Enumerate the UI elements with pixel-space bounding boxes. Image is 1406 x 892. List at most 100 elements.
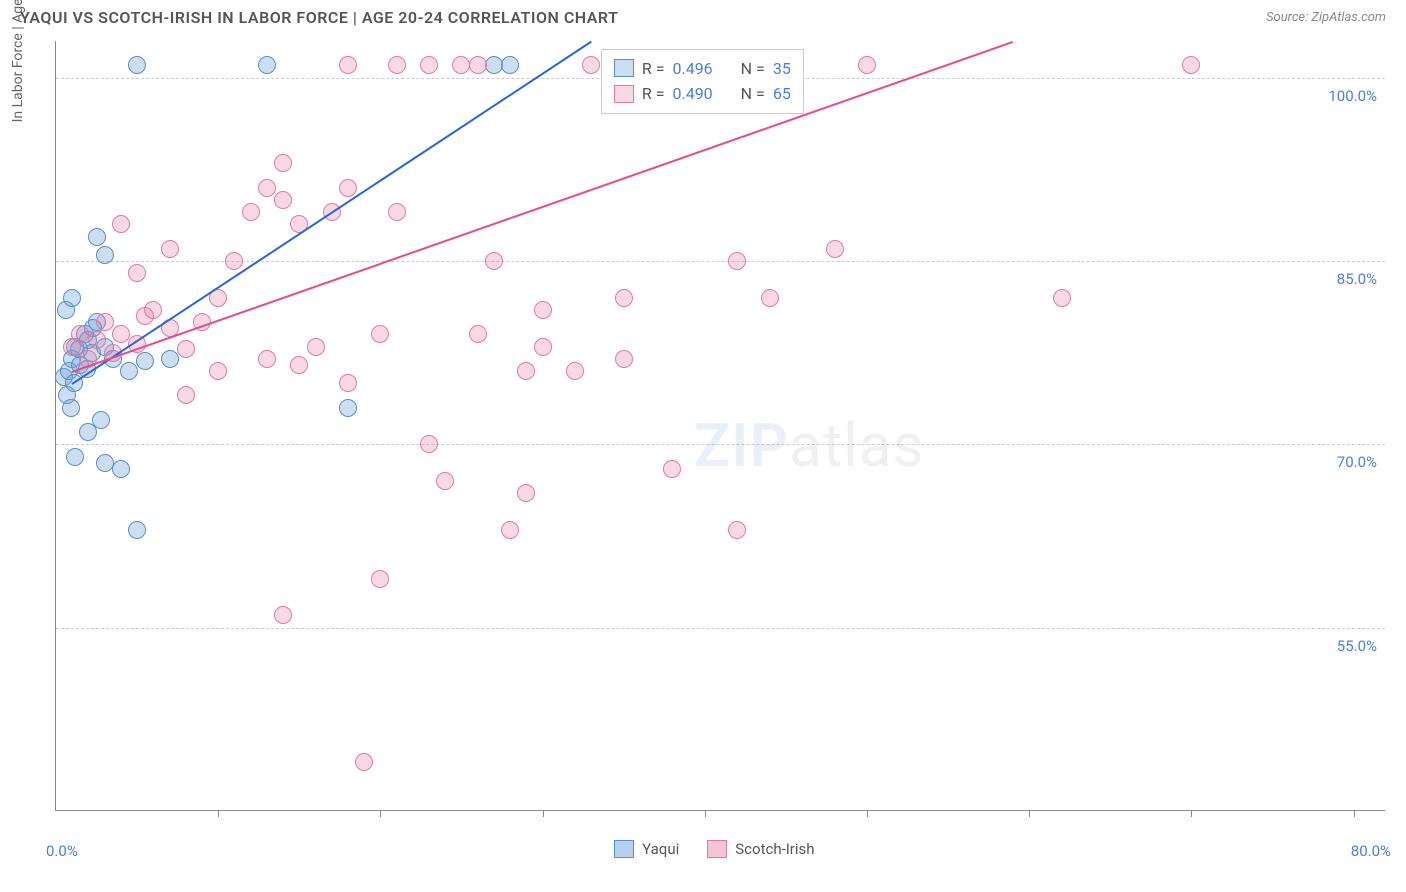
scatter-point: [307, 338, 325, 356]
trend-line: [72, 41, 1013, 373]
watermark: ZIPatlas: [694, 410, 925, 481]
scatter-point: [728, 252, 746, 270]
scatter-point: [258, 179, 276, 197]
swatch-icon: [614, 840, 634, 858]
swatch-icon: [614, 85, 634, 103]
stats-r-label: R =: [642, 81, 665, 107]
scatter-point: [371, 325, 389, 343]
stats-r-value: 0.490: [672, 81, 712, 107]
scatter-point: [436, 472, 454, 490]
scatter-point: [62, 399, 80, 417]
scatter-point: [258, 56, 276, 74]
scatter-point: [88, 331, 106, 349]
chart-title: YAQUI VS SCOTCH-IRISH IN LABOR FORCE | A…: [20, 8, 618, 27]
scatter-point: [566, 362, 584, 380]
scatter-point: [225, 252, 243, 270]
y-axis-title: In Labor Force | Age 20-24: [10, 0, 26, 122]
scatter-point: [274, 606, 292, 624]
scatter-point: [161, 350, 179, 368]
y-tick-label: 85.0%: [1337, 270, 1377, 288]
gridline: [56, 444, 1385, 445]
chart-header: YAQUI VS SCOTCH-IRISH IN LABOR FORCE | A…: [0, 0, 1406, 31]
legend-item: Scotch-Irish: [707, 840, 814, 858]
source-label: Source: ZipAtlas.com: [1266, 10, 1386, 25]
scatter-point: [161, 240, 179, 258]
stats-n-value: 65: [773, 81, 791, 107]
scatter-point: [534, 301, 552, 319]
scatter-point: [242, 203, 260, 221]
scatter-point: [136, 352, 154, 370]
scatter-point: [469, 56, 487, 74]
scatter-point: [177, 340, 195, 358]
stats-r-value: 0.496: [672, 56, 712, 82]
scatter-point: [582, 56, 600, 74]
scatter-point: [339, 374, 357, 392]
scatter-point: [517, 484, 535, 502]
scatter-point: [339, 179, 357, 197]
stats-n-label: N =: [741, 81, 765, 107]
gridline: [56, 628, 1385, 629]
scatter-point: [469, 325, 487, 343]
scatter-point: [534, 338, 552, 356]
x-tick: [867, 810, 868, 817]
x-tick: [218, 810, 219, 817]
scatter-point: [371, 570, 389, 588]
series-legend: Yaqui Scotch-Irish: [614, 840, 814, 858]
swatch-icon: [614, 59, 634, 77]
scatter-point: [858, 56, 876, 74]
scatter-point: [485, 252, 503, 270]
scatter-point: [826, 240, 844, 258]
scatter-point: [339, 399, 357, 417]
scatter-point: [92, 411, 110, 429]
scatter-point: [501, 521, 519, 539]
scatter-point: [290, 356, 308, 374]
scatter-point: [63, 289, 81, 307]
stats-n-label: N =: [741, 56, 765, 82]
scatter-point: [112, 325, 130, 343]
stats-legend-box: R = 0.496 N = 35 R = 0.490 N = 65: [601, 49, 804, 114]
scatter-point: [96, 313, 114, 331]
scatter-point: [728, 521, 746, 539]
scatter-point: [420, 56, 438, 74]
plot-area: 55.0%70.0%85.0%100.0%ZIPatlasR = 0.496N …: [55, 41, 1385, 811]
scatter-point: [128, 264, 146, 282]
scatter-point: [112, 215, 130, 233]
scatter-point: [209, 362, 227, 380]
scatter-point: [88, 228, 106, 246]
trend-line: [72, 41, 592, 385]
scatter-point: [66, 448, 84, 466]
scatter-point: [420, 435, 438, 453]
scatter-point: [663, 460, 681, 478]
x-tick: [1029, 810, 1030, 817]
legend-label: Yaqui: [642, 840, 679, 858]
legend-label: Scotch-Irish: [735, 840, 814, 858]
stats-r-label: R =: [642, 56, 665, 82]
scatter-point: [128, 56, 146, 74]
scatter-point: [615, 289, 633, 307]
stats-row: R = 0.490 N = 65: [614, 81, 791, 107]
stats-n-value: 35: [773, 56, 791, 82]
scatter-point: [388, 56, 406, 74]
scatter-point: [1053, 289, 1071, 307]
scatter-point: [355, 753, 373, 771]
scatter-point: [615, 350, 633, 368]
x-tick: [543, 810, 544, 817]
scatter-point: [1182, 56, 1200, 74]
stats-row: R = 0.496 N = 35: [614, 56, 791, 82]
y-tick-label: 55.0%: [1337, 637, 1377, 655]
scatter-point: [761, 289, 779, 307]
scatter-point: [112, 460, 130, 478]
scatter-point: [120, 362, 138, 380]
x-min-label: 0.0%: [46, 842, 78, 860]
scatter-point: [517, 362, 535, 380]
legend-item: Yaqui: [614, 840, 679, 858]
x-max-label: 80.0%: [1351, 842, 1391, 860]
scatter-point: [258, 350, 276, 368]
scatter-point: [96, 246, 114, 264]
x-tick: [1354, 810, 1355, 817]
x-tick: [380, 810, 381, 817]
x-tick: [705, 810, 706, 817]
scatter-point: [128, 521, 146, 539]
scatter-point: [274, 154, 292, 172]
x-tick: [1191, 810, 1192, 817]
